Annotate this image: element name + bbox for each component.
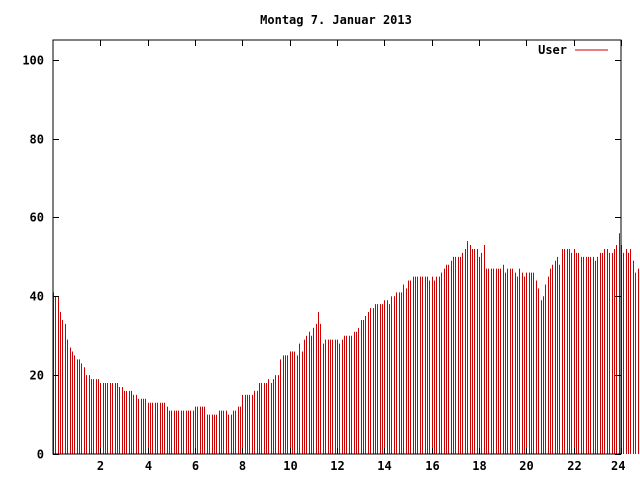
x-tick-label: 20 [519, 459, 533, 473]
y-tick-label: 40 [30, 290, 44, 304]
bars-group [53, 233, 639, 454]
x-tick-label: 4 [145, 459, 152, 473]
y-tick-label: 80 [30, 133, 44, 147]
y-tick-label: 20 [30, 369, 44, 383]
x-tick-label: 14 [377, 459, 391, 473]
y-tick-label: 60 [30, 211, 44, 225]
x-tick-label: 6 [192, 459, 199, 473]
x-tick-label: 2 [97, 459, 104, 473]
x-tick-label: 12 [330, 459, 344, 473]
x-axis: 2 4 6 8 10 12 14 16 18 20 22 24 [97, 40, 626, 473]
x-tick-label: 22 [567, 459, 581, 473]
x-tick-label: 18 [472, 459, 486, 473]
x-tick-label: 16 [425, 459, 439, 473]
legend: User [538, 43, 608, 57]
y-tick-label: 100 [22, 54, 44, 68]
legend-label: User [538, 43, 567, 57]
x-tick-label: 8 [239, 459, 246, 473]
x-tick-label: 24 [611, 459, 625, 473]
chart-title: Montag 7. Januar 2013 [260, 13, 412, 27]
y-tick-label: 0 [37, 448, 44, 462]
x-tick-label: 10 [283, 459, 297, 473]
y-axis: 0 20 40 60 80 100 [22, 54, 621, 462]
